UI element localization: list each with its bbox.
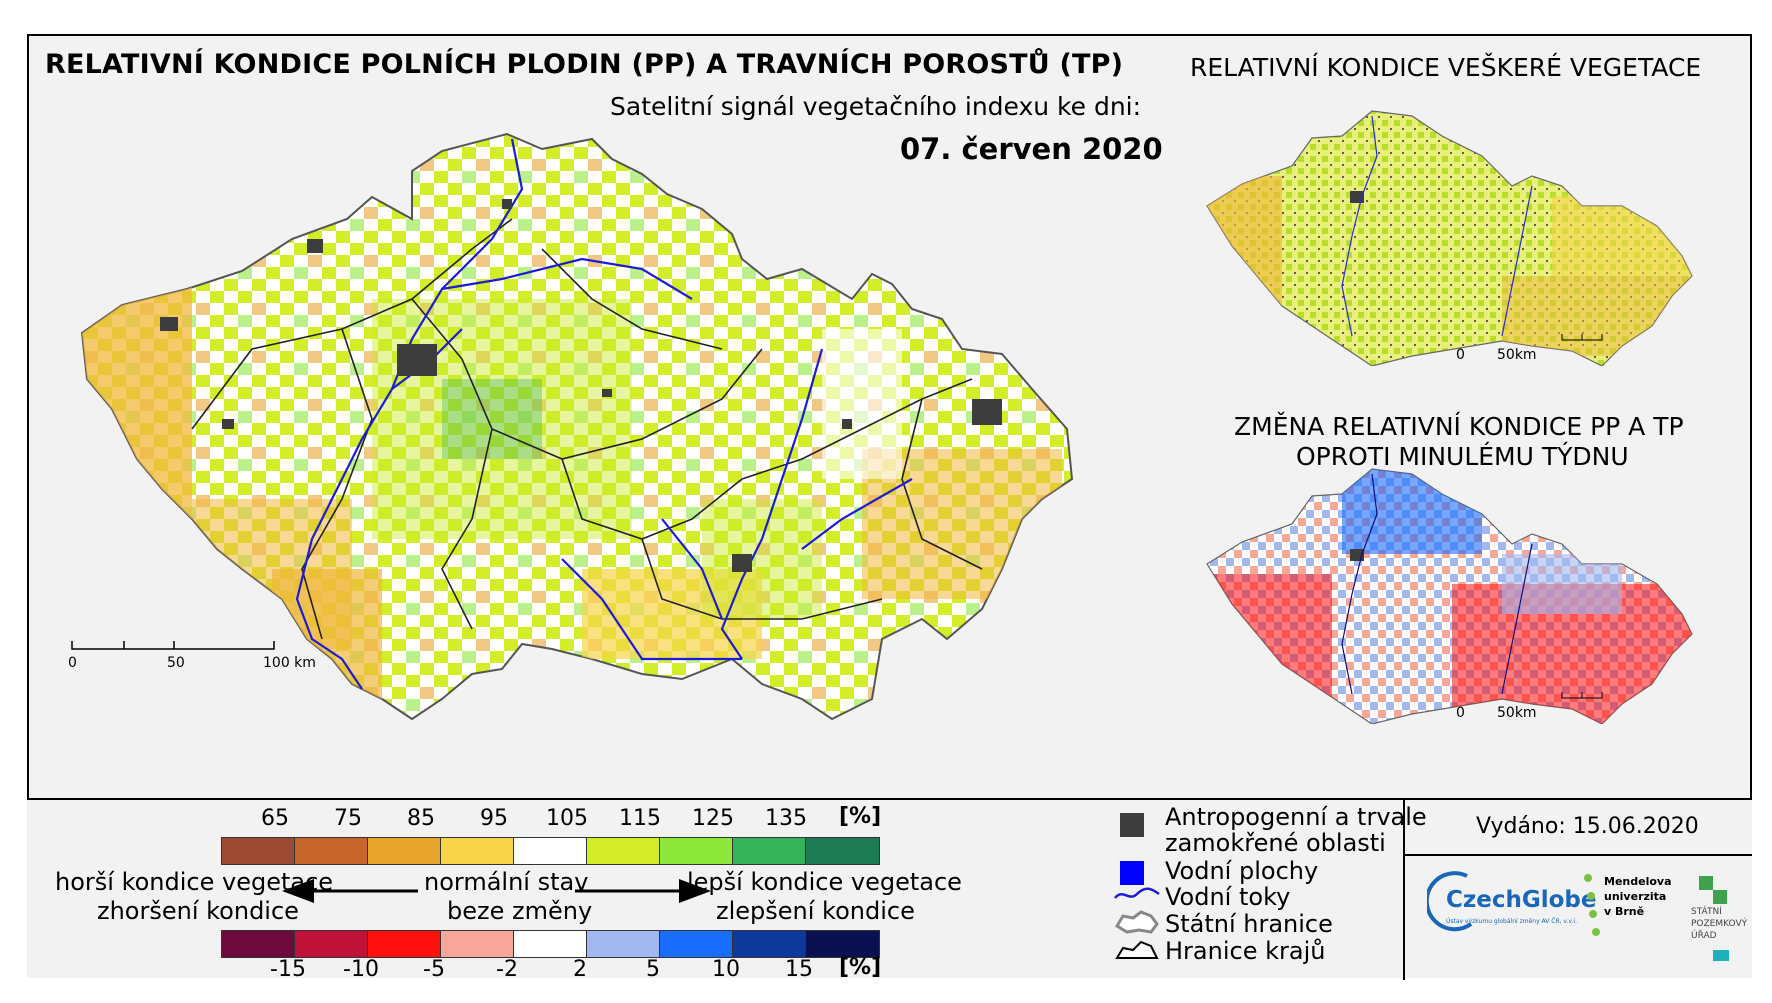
change-swatch-7	[660, 931, 733, 957]
change-label-2: 2	[573, 957, 587, 982]
mendel-logo-icon	[1584, 874, 1600, 936]
spu-logo-line1: STÁTNÍ	[1691, 907, 1722, 917]
condition-unit: [%]	[839, 804, 882, 829]
legend-better-line1: lepší kondice vegetace	[687, 868, 962, 896]
legend-normal-line1: normální stav	[424, 868, 589, 896]
condition-swatch-2	[295, 838, 368, 864]
condition-label-65: 65	[261, 806, 289, 831]
condition-label-85: 85	[407, 806, 435, 831]
spu-logo-accent	[1713, 950, 1729, 961]
legend-normal-line2: beze změny	[447, 897, 593, 925]
legend-worse-line2: zhoršení kondice	[97, 897, 299, 925]
water-bodies-swatch	[1120, 861, 1144, 885]
inset-vegetation-map	[1206, 110, 1693, 366]
condition-swatch-9	[806, 838, 879, 864]
anthropogenic-swatch	[1120, 813, 1144, 837]
anthropogenic-areas	[160, 199, 1002, 572]
legend-divider-vertical	[1403, 800, 1405, 980]
change-label-minus5: -5	[423, 957, 445, 982]
condition-swatch-8	[733, 838, 806, 864]
rivers	[295, 138, 913, 690]
inset-vegetation-scale-0: 0	[1456, 347, 1465, 363]
change-label-5: 5	[646, 957, 660, 982]
change-swatch-4	[441, 931, 514, 957]
spu-logo-icon	[1699, 876, 1713, 890]
spu-logo-icon-2	[1713, 890, 1727, 904]
inset-vegetation-scale-50: 50km	[1497, 347, 1537, 363]
condition-color-bar	[221, 837, 880, 865]
arrow-left-icon	[282, 879, 418, 903]
main-scale-tick-100: 100 km	[263, 655, 316, 671]
change-swatch-8	[733, 931, 806, 957]
main-map-title: RELATIVNÍ KONDICE POLNÍCH PLODIN (PP) A …	[45, 49, 1124, 80]
legend-region-border: Hranice krajů	[1165, 937, 1326, 965]
legend-panel: 65 75 85 95 105 115 125 135 [%] horší ko…	[27, 798, 1752, 982]
spu-logo-text: STÁTNÍ POZEMKOVÝ ÚŘAD	[1691, 906, 1747, 942]
mendel-logo-line3: v Brně	[1604, 905, 1645, 918]
condition-swatch-5	[514, 838, 587, 864]
region-borders	[191, 218, 983, 640]
issued-date: Vydáno: 15.06.2020	[1476, 814, 1699, 839]
inset-vegetation-title: RELATIVNÍ KONDICE VEŠKERÉ VEGETACE	[1190, 53, 1702, 82]
inset-change-title-line1: ZMĚNA RELATIVNÍ KONDICE PP A TP	[1234, 412, 1684, 441]
change-swatch-5	[514, 931, 587, 957]
main-scale-tick-50: 50	[167, 655, 185, 671]
change-label-minus10: -10	[343, 957, 379, 982]
change-label-15: 15	[785, 957, 813, 982]
map-panel: RELATIVNÍ KONDICE POLNÍCH PLODIN (PP) A …	[27, 34, 1752, 798]
condition-label-125: 125	[692, 806, 734, 831]
legend-divider-horizontal	[1403, 854, 1752, 856]
czechglobe-logo-icon	[1427, 871, 1473, 932]
spu-logo-line3: ÚŘAD	[1691, 931, 1717, 941]
czechglobe-logo-subtitle: Ústav výzkumu globální změny AV ČR, v.v.…	[1446, 918, 1577, 925]
main-map-date: 07. červen 2020	[900, 132, 1163, 166]
condition-swatch-1	[222, 838, 295, 864]
spu-logo-line2: POZEMKOVÝ	[1691, 919, 1748, 929]
legend-state-border: Státní hranice	[1165, 910, 1333, 938]
region-border-icon	[1115, 940, 1159, 959]
mendel-logo-line2: univerzita	[1604, 890, 1667, 903]
condition-label-105: 105	[546, 806, 588, 831]
change-label-minus2: -2	[496, 957, 518, 982]
change-label-minus15: -15	[270, 957, 306, 982]
inset-change-title-line2: OPROTI MINULÉMU TÝDNU	[1296, 442, 1629, 471]
condition-label-115: 115	[619, 806, 661, 831]
inset-change-scale-50: 50km	[1497, 705, 1537, 721]
main-map-subtitle: Satelitní signál vegetačního indexu ke d…	[610, 92, 1142, 121]
change-unit: [%]	[839, 955, 882, 980]
state-border-icon	[1114, 910, 1159, 934]
condition-label-75: 75	[334, 806, 362, 831]
change-swatch-3	[368, 931, 441, 957]
change-swatch-9	[806, 931, 879, 957]
inset-change-scale-0: 0	[1456, 705, 1465, 721]
change-label-10: 10	[712, 957, 740, 982]
condition-swatch-3	[368, 838, 441, 864]
legend-anthropogenic-line2: zamokřené oblasti	[1165, 829, 1386, 857]
condition-swatch-4	[441, 838, 514, 864]
change-swatch-6	[587, 931, 660, 957]
condition-swatch-7	[660, 838, 733, 864]
legend-anthropogenic-line1: Antropogenní a trvale	[1165, 803, 1427, 831]
change-swatch-2	[295, 931, 368, 957]
condition-label-135: 135	[765, 806, 807, 831]
change-swatch-1	[222, 931, 295, 957]
condition-swatch-6	[587, 838, 660, 864]
legend-water-bodies: Vodní plochy	[1165, 857, 1319, 885]
czechglobe-logo: CzechGlobe	[1446, 887, 1597, 913]
mendel-logo-text: Mendelova univerzita v Brně	[1604, 874, 1672, 919]
river-line-icon	[1114, 887, 1160, 899]
condition-label-95: 95	[480, 806, 508, 831]
main-scale-tick-0: 0	[68, 655, 77, 671]
change-color-bar	[221, 930, 880, 958]
legend-better-line2: zlepšení kondice	[716, 897, 915, 925]
main-map	[80, 132, 1074, 721]
mendel-logo-line1: Mendelova	[1604, 875, 1672, 888]
main-scale-bar	[71, 641, 275, 650]
arrow-right-icon	[575, 879, 711, 903]
legend-rivers: Vodní toky	[1165, 883, 1291, 911]
inset-change-map	[1206, 468, 1693, 724]
